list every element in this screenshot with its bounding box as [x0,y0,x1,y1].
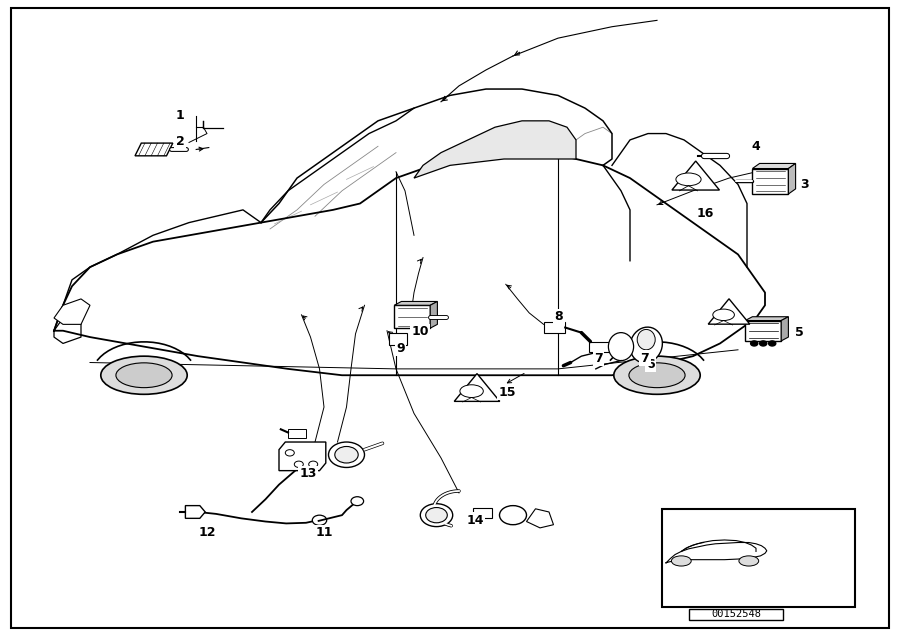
Ellipse shape [637,329,655,350]
Polygon shape [788,163,796,194]
Polygon shape [526,509,554,528]
Ellipse shape [629,363,685,387]
Ellipse shape [671,556,691,566]
Polygon shape [185,506,205,518]
Polygon shape [752,169,788,194]
Circle shape [769,341,776,346]
Bar [472,508,492,518]
Text: 10: 10 [411,326,429,338]
Circle shape [294,461,303,467]
Bar [688,609,783,620]
Ellipse shape [335,446,358,463]
Text: 1: 1 [176,109,184,122]
Circle shape [351,497,364,506]
Bar [589,342,610,352]
Text: 8: 8 [554,310,563,323]
Bar [544,322,565,333]
Ellipse shape [116,363,172,387]
Text: 6: 6 [646,358,655,371]
Polygon shape [745,321,781,341]
Bar [662,509,855,607]
Text: 7: 7 [640,352,649,364]
Polygon shape [394,301,437,305]
Polygon shape [752,163,796,169]
Polygon shape [394,305,430,328]
Text: 2: 2 [176,135,184,148]
Circle shape [328,442,364,467]
Ellipse shape [614,356,700,394]
Text: 14: 14 [466,514,484,527]
Polygon shape [630,327,662,363]
Circle shape [500,506,526,525]
Polygon shape [745,317,788,321]
Polygon shape [672,161,719,190]
Ellipse shape [713,309,734,321]
Circle shape [309,461,318,467]
Text: 7: 7 [594,352,603,364]
Polygon shape [54,299,90,324]
Ellipse shape [101,356,187,394]
Text: 4: 4 [752,141,760,153]
Text: 11: 11 [315,527,333,539]
Polygon shape [135,143,173,156]
Ellipse shape [460,385,483,398]
Text: 3: 3 [800,178,809,191]
Circle shape [420,504,453,527]
Bar [389,333,407,345]
Text: 16: 16 [697,207,715,219]
Polygon shape [454,373,500,401]
Ellipse shape [426,508,447,523]
Polygon shape [708,299,750,324]
Text: 5: 5 [795,326,804,339]
Circle shape [312,515,327,525]
Text: 9: 9 [396,342,405,355]
Text: 13: 13 [299,467,317,480]
Text: 00152548: 00152548 [711,609,761,619]
Polygon shape [781,317,788,341]
Circle shape [751,341,758,346]
Circle shape [760,341,767,346]
Ellipse shape [608,333,634,361]
Polygon shape [430,301,437,328]
Text: 7: 7 [641,352,650,364]
Circle shape [285,450,294,456]
Polygon shape [414,121,576,178]
Ellipse shape [739,556,759,566]
Text: 15: 15 [499,386,517,399]
Ellipse shape [676,173,701,186]
Bar [288,429,306,438]
Polygon shape [279,442,326,471]
Text: 12: 12 [198,526,216,539]
